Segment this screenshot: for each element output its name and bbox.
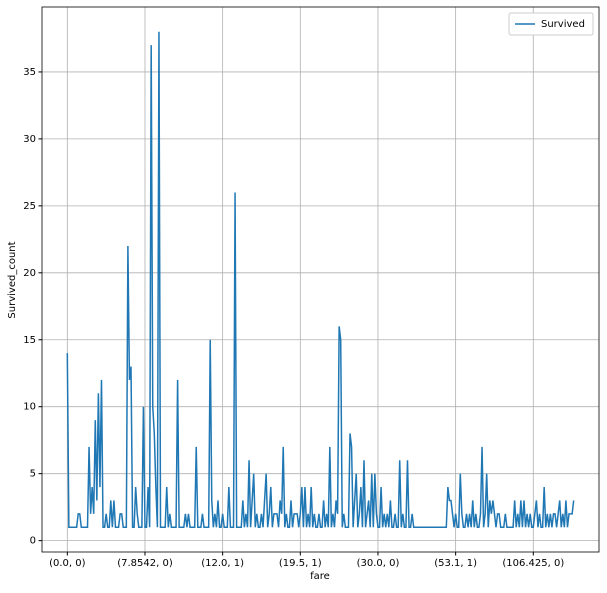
y-tick-label: 25 [23, 201, 36, 212]
x-tick-label: (19.5, 1) [279, 558, 322, 569]
x-tick-label: (7.8542, 0) [117, 558, 173, 569]
legend-box [508, 12, 594, 36]
x-tick-label: (53.1, 1) [434, 558, 477, 569]
y-tick-label: 30 [23, 134, 36, 145]
line [66, 31, 575, 528]
y-axis-label: Survived_count [7, 241, 18, 318]
y-tick-label: 35 [23, 67, 36, 78]
x-tick-label: (106.425, 0) [502, 558, 564, 569]
y-tick-label: 20 [23, 268, 36, 279]
y-tick-label: 0 [30, 536, 36, 547]
y-tick-label: 5 [30, 469, 36, 480]
x-axis-label: fare [310, 571, 330, 582]
y-tick-label: 15 [23, 335, 36, 346]
x-tick-label: (0.0, 0) [49, 558, 86, 569]
legend-label: Survived [541, 19, 585, 30]
plot-frame [41, 6, 600, 553]
y-tick-label: 10 [23, 402, 36, 413]
x-tick-label: (12.0, 1) [201, 558, 244, 569]
x-tick-label: (30.0, 0) [357, 558, 400, 569]
